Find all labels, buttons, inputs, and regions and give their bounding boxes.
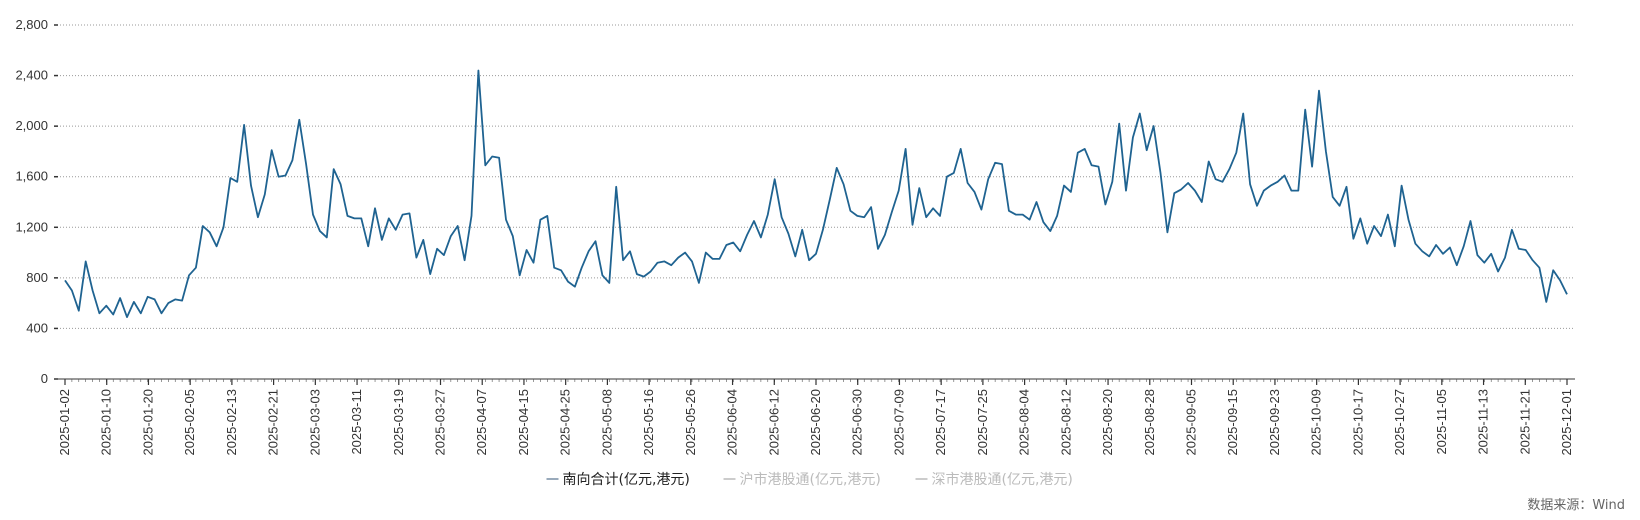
x-tick-label: 2025-10-09 bbox=[1309, 389, 1324, 456]
series-layer bbox=[64, 69, 1568, 319]
x-tick-label: 2025-01-10 bbox=[99, 389, 114, 456]
x-tick-label: 2025-05-08 bbox=[599, 389, 614, 456]
legend-item-1[interactable]: 沪市港股通(亿元,港元) bbox=[723, 471, 881, 488]
legend-label: 南向合计(亿元,港元) bbox=[563, 472, 690, 488]
x-tick-label: 2025-06-30 bbox=[850, 389, 865, 456]
y-axis: 0 400 800 1,200 1,600 2,000 2,400 2,800 bbox=[15, 17, 58, 386]
legend-label: 沪市港股通(亿元,港元) bbox=[740, 471, 881, 488]
x-tick-label: 2025-08-20 bbox=[1100, 389, 1115, 456]
x-axis: 2025-01-02 2025-01-10 2025-01-20 2025-02-05… bbox=[57, 378, 1575, 456]
y-tick-label: 800 bbox=[26, 270, 48, 285]
x-tick-label: 2025-02-21 bbox=[266, 389, 281, 456]
legend-label: 深市港股通(亿元,港元) bbox=[932, 471, 1073, 488]
x-tick-label: 2025-06-20 bbox=[808, 389, 823, 456]
y-tick-label: 2,000 bbox=[15, 118, 48, 133]
x-tick-label: 2025-07-17 bbox=[933, 389, 948, 456]
x-tick-label: 2025-09-23 bbox=[1267, 389, 1282, 456]
x-tick-label: 2025-01-02 bbox=[57, 389, 72, 456]
x-tick-label: 2025-12-01 bbox=[1559, 389, 1574, 456]
x-tick-label: 2025-05-26 bbox=[683, 389, 698, 456]
y-tick-label: 1,200 bbox=[15, 219, 48, 234]
y-tick-label: 1,600 bbox=[15, 169, 48, 184]
x-tick-label: 2025-06-12 bbox=[766, 389, 781, 456]
x-tick-label: 2025-03-03 bbox=[307, 389, 322, 456]
x-tick-label: 2025-04-07 bbox=[474, 389, 489, 456]
y-tick-label: 2,800 bbox=[15, 17, 48, 32]
x-tick-label: 2025-07-25 bbox=[975, 389, 990, 456]
grid-lines bbox=[60, 24, 1575, 329]
x-tick-label: 2025-11-21 bbox=[1517, 389, 1532, 455]
y-tick-label: 0 bbox=[41, 371, 48, 386]
legend-item-0[interactable]: 南向合计(亿元,港元) bbox=[546, 472, 690, 488]
x-tick-label: 2025-10-17 bbox=[1350, 389, 1365, 456]
x-tick-label: 2025-09-05 bbox=[1184, 389, 1199, 456]
x-tick-label: 2025-03-27 bbox=[433, 389, 448, 456]
x-tick-label: 2025-03-11 bbox=[349, 389, 364, 455]
x-tick-label: 2025-11-13 bbox=[1476, 389, 1491, 455]
x-tick-label: 2025-04-25 bbox=[558, 389, 573, 456]
x-tick-label: 2025-02-05 bbox=[182, 389, 197, 456]
source-note: 数据来源：Wind bbox=[1527, 498, 1625, 513]
x-tick-label: 2025-09-15 bbox=[1225, 389, 1240, 456]
legend-item-2[interactable]: 深市港股通(亿元,港元) bbox=[915, 471, 1073, 488]
x-tick-label: 2025-08-28 bbox=[1142, 389, 1157, 456]
x-tick-label: 2025-03-19 bbox=[391, 389, 406, 456]
legend[interactable]: 南向合计(亿元,港元) 沪市港股通(亿元,港元) 深市港股通(亿元,港元) bbox=[546, 471, 1073, 488]
x-tick-label: 2025-02-13 bbox=[224, 389, 239, 456]
x-tick-label: 2025-11-05 bbox=[1434, 389, 1449, 455]
x-tick-label: 2025-01-20 bbox=[140, 389, 155, 456]
x-tick-label: 2025-08-04 bbox=[1017, 389, 1032, 456]
series-line-south-total bbox=[64, 69, 1568, 319]
x-tick-label: 2025-04-15 bbox=[516, 389, 531, 456]
x-tick-label: 2025-07-09 bbox=[891, 389, 906, 456]
x-tick-label: 2025-05-16 bbox=[641, 389, 656, 456]
y-tick-label: 400 bbox=[26, 320, 48, 335]
y-tick-label: 2,400 bbox=[15, 68, 48, 83]
x-tick-label: 2025-06-04 bbox=[725, 389, 740, 456]
x-tick-label: 2025-10-27 bbox=[1392, 389, 1407, 456]
x-tick-label: 2025-08-12 bbox=[1058, 389, 1073, 456]
